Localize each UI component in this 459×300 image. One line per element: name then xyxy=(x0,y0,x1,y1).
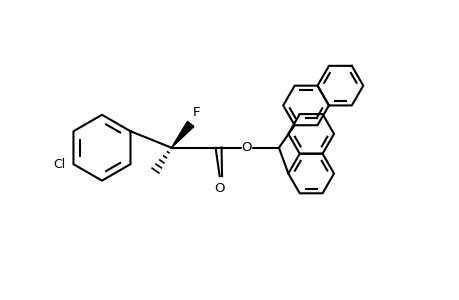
Text: F: F xyxy=(192,106,200,119)
Text: O: O xyxy=(214,182,224,196)
Text: Cl: Cl xyxy=(53,158,65,171)
Text: O: O xyxy=(241,141,252,154)
Polygon shape xyxy=(171,122,193,148)
